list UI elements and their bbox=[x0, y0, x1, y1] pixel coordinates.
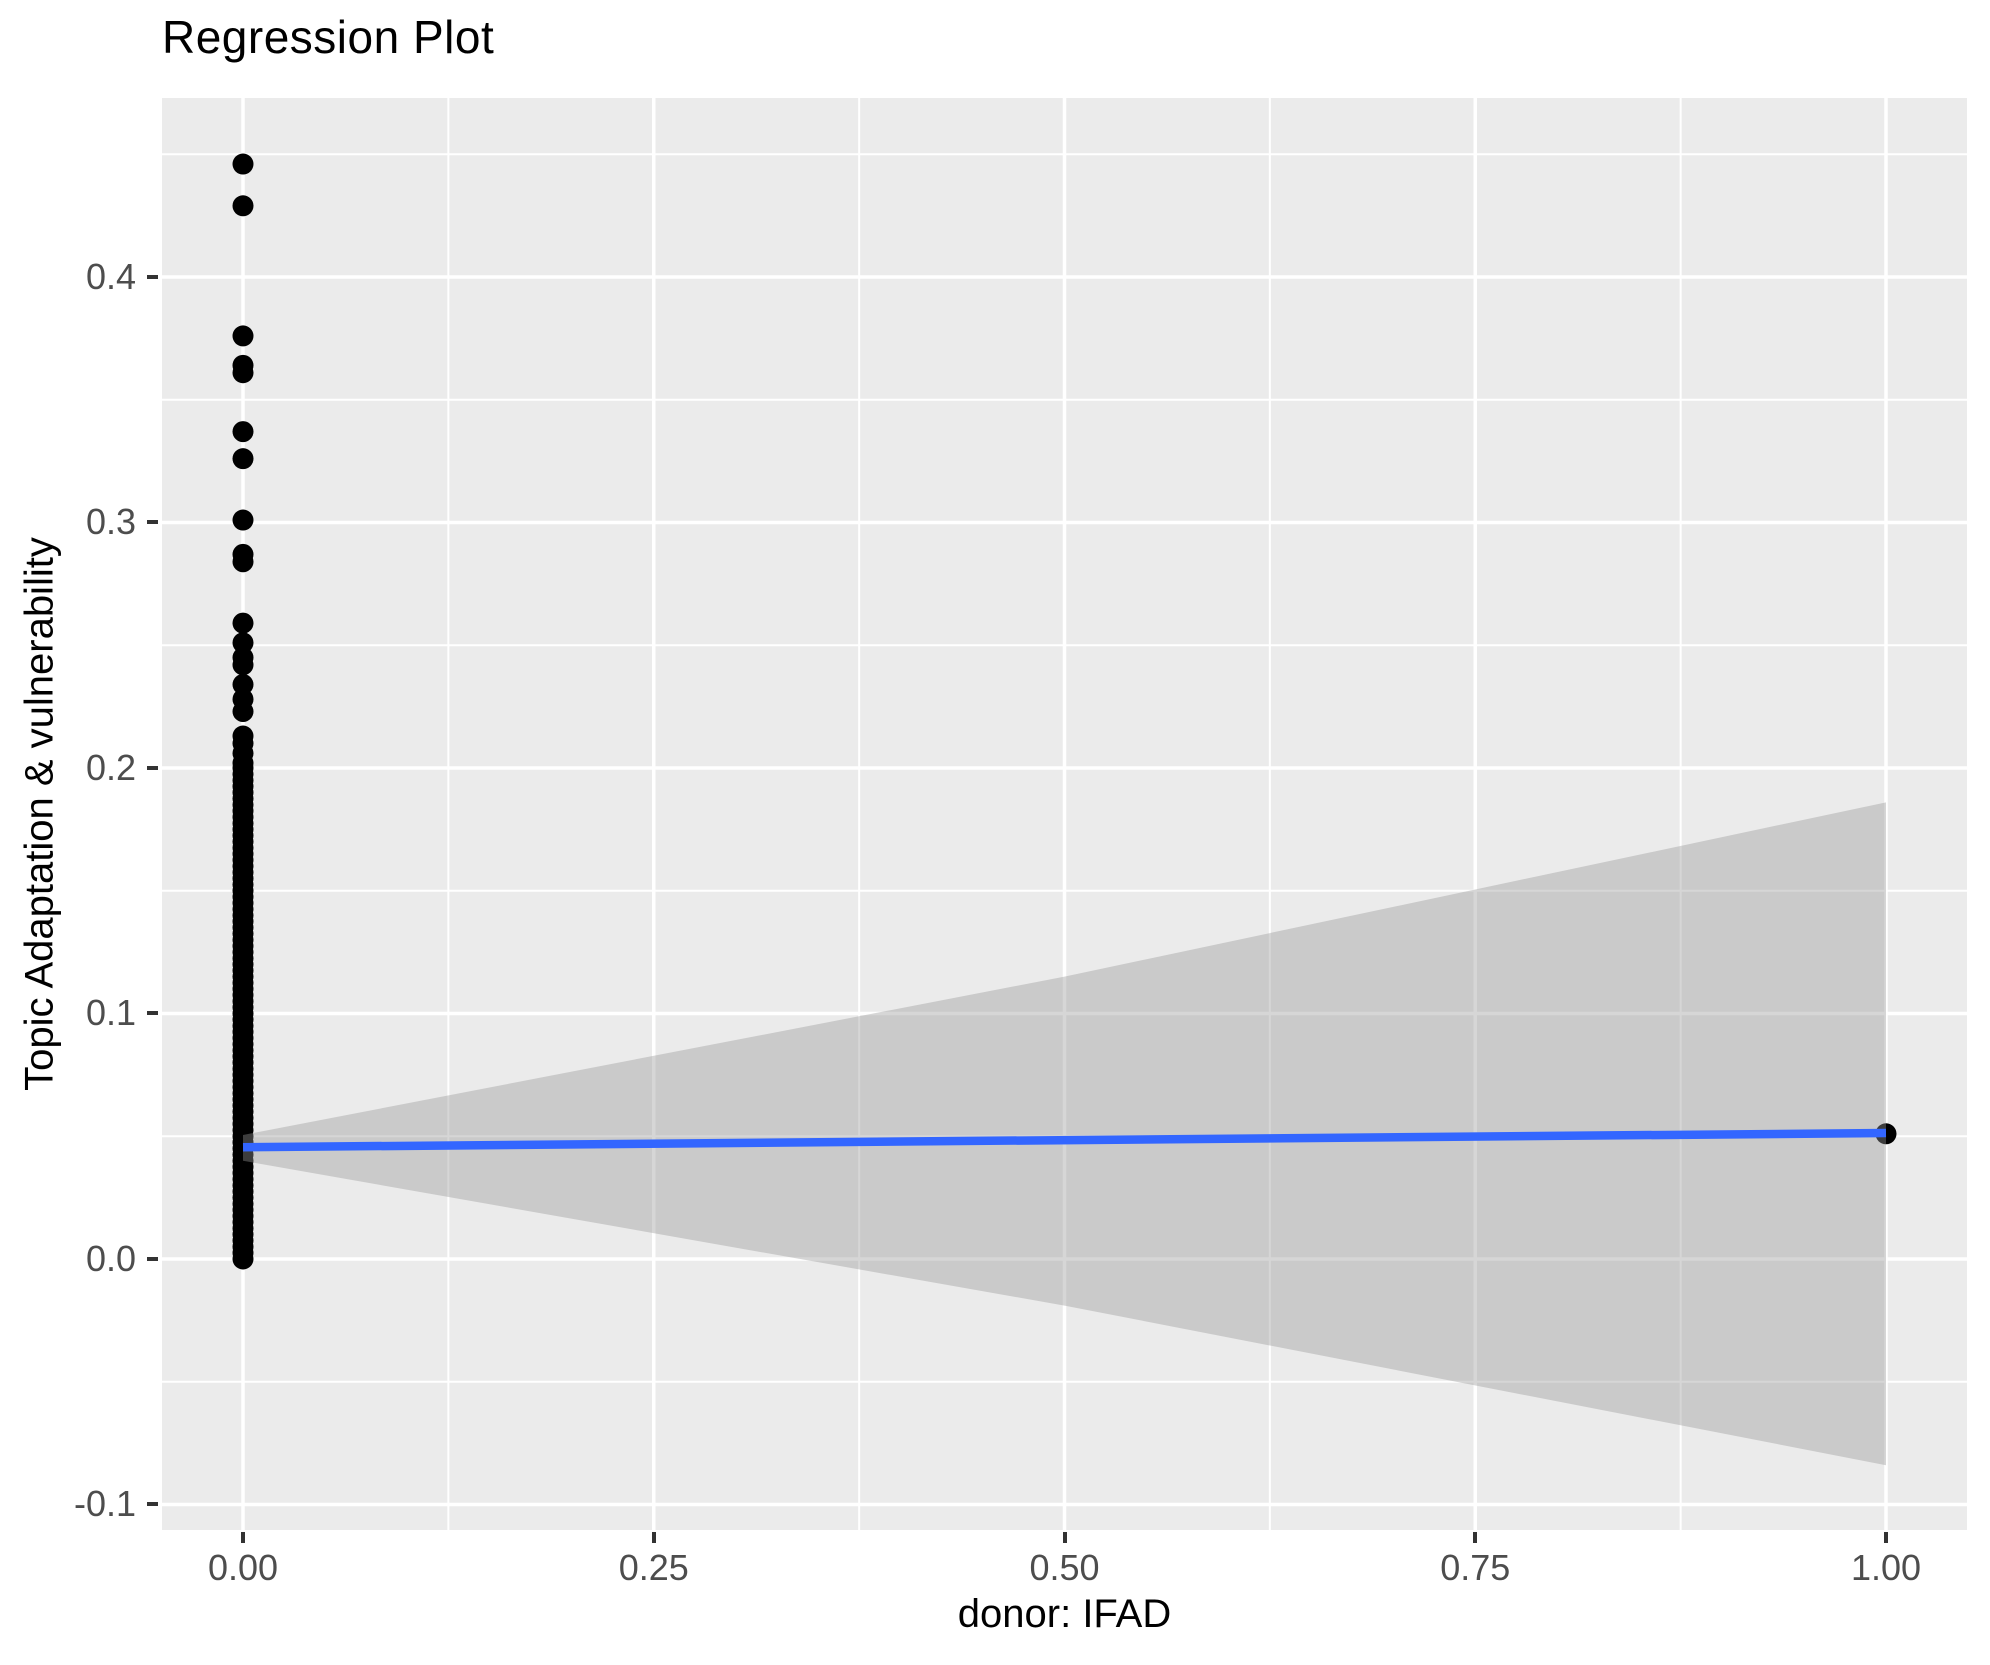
data-point bbox=[232, 688, 254, 710]
x-tick-label: 0.00 bbox=[207, 1547, 279, 1588]
x-tick-label: 0.75 bbox=[1440, 1547, 1511, 1588]
chart-title: Regression Plot bbox=[162, 11, 495, 63]
x-tick-mark bbox=[1473, 1532, 1478, 1543]
data-point bbox=[232, 509, 254, 531]
plot-canvas bbox=[162, 98, 1967, 1530]
y-tick-label: 0.2 bbox=[85, 746, 136, 788]
data-point bbox=[232, 543, 254, 565]
y-tick-mark bbox=[147, 274, 158, 279]
x-tick-mark bbox=[1062, 1532, 1067, 1543]
y-tick-mark bbox=[147, 765, 158, 770]
data-point bbox=[232, 325, 254, 347]
plot-panel bbox=[162, 98, 1967, 1530]
data-point bbox=[232, 354, 254, 376]
x-tick-mark bbox=[651, 1532, 656, 1543]
y-tick-label: 0.3 bbox=[85, 501, 136, 543]
data-point bbox=[232, 725, 254, 747]
data-point bbox=[232, 646, 254, 668]
y-tick-label: 0.4 bbox=[85, 255, 136, 297]
y-tick-mark bbox=[147, 1256, 158, 1261]
data-point bbox=[232, 632, 254, 654]
y-tick-mark bbox=[147, 1011, 158, 1016]
x-axis-title: donor: IFAD bbox=[957, 1592, 1172, 1636]
regression-line bbox=[242, 1128, 1887, 1152]
x-tick-label: 0.50 bbox=[1029, 1547, 1100, 1588]
x-tick-label: 1.00 bbox=[1850, 1547, 1922, 1588]
data-point bbox=[232, 673, 254, 695]
data-point bbox=[232, 421, 254, 443]
y-tick-mark bbox=[147, 1502, 158, 1507]
y-tick-label: -0.1 bbox=[73, 1483, 136, 1525]
y-tick-label: 0.0 bbox=[85, 1237, 136, 1279]
data-point bbox=[232, 153, 254, 175]
ci-ribbon bbox=[242, 802, 1887, 1466]
x-tick-label: 0.25 bbox=[618, 1547, 689, 1588]
y-tick-mark bbox=[147, 520, 158, 525]
x-tick-mark bbox=[240, 1532, 245, 1543]
x-tick-mark bbox=[1884, 1532, 1888, 1543]
data-point bbox=[232, 612, 254, 634]
y-tick-label: 0.1 bbox=[85, 992, 136, 1034]
data-point bbox=[232, 448, 254, 470]
data-point bbox=[232, 195, 254, 217]
